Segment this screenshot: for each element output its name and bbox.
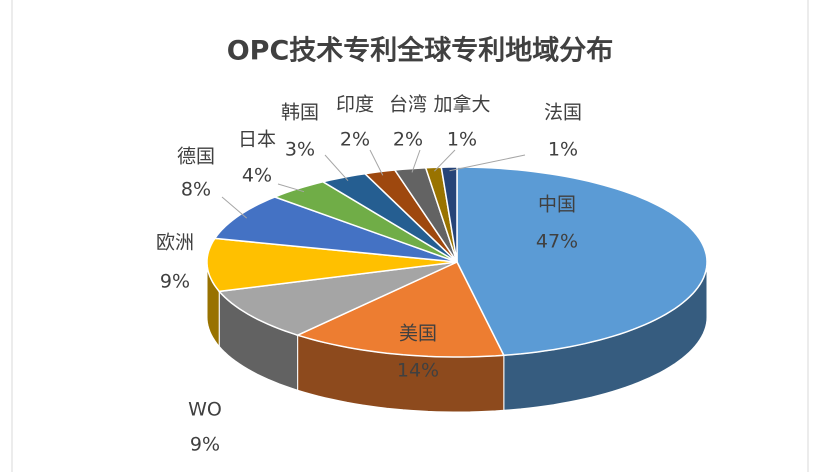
slice-label: 法国 [544, 102, 582, 124]
slice [456, 166, 708, 357]
slice-label: WO [188, 399, 222, 421]
slice [321, 172, 458, 263]
slice-value-label: 4% [242, 165, 272, 187]
slice-label: 德国 [177, 146, 215, 168]
slice-value-label: 8% [181, 179, 211, 201]
slice-value-label: 9% [190, 434, 220, 456]
slice [213, 196, 458, 263]
slice-value-label: 3% [285, 139, 315, 161]
slice [217, 261, 458, 337]
slice-value-label: 2% [340, 129, 370, 151]
slice-value-label: 47% [536, 231, 578, 253]
leader-line [277, 183, 305, 193]
slice-label: 台湾 [389, 94, 427, 116]
chart-frame [11, 0, 809, 472]
leader-line [369, 149, 384, 176]
leader-line [449, 154, 526, 172]
slice-value-label: 9% [160, 271, 190, 293]
slice [272, 180, 458, 263]
slice [206, 237, 458, 293]
slice-label: 加拿大 [433, 93, 490, 116]
leader-line [434, 149, 456, 172]
chart-title: OPC技术专利全球专利地域分布 [227, 35, 614, 67]
slice-label: 中国 [538, 194, 576, 216]
leader-line [324, 154, 349, 182]
slice-label: 美国 [399, 323, 437, 345]
leader-line [221, 196, 248, 219]
slice-label: 韩国 [281, 102, 319, 124]
slice [440, 166, 458, 263]
leader-line [411, 149, 421, 173]
slice-label: 印度 [336, 94, 374, 116]
slice-label: 日本 [238, 129, 276, 151]
slice-value-label: 14% [397, 360, 439, 382]
slice-value-label: 2% [393, 129, 423, 151]
slice-label: 欧洲 [156, 232, 194, 254]
slice [295, 261, 505, 358]
slice-value-label: 1% [447, 129, 477, 151]
slice-value-label: 1% [548, 139, 578, 161]
